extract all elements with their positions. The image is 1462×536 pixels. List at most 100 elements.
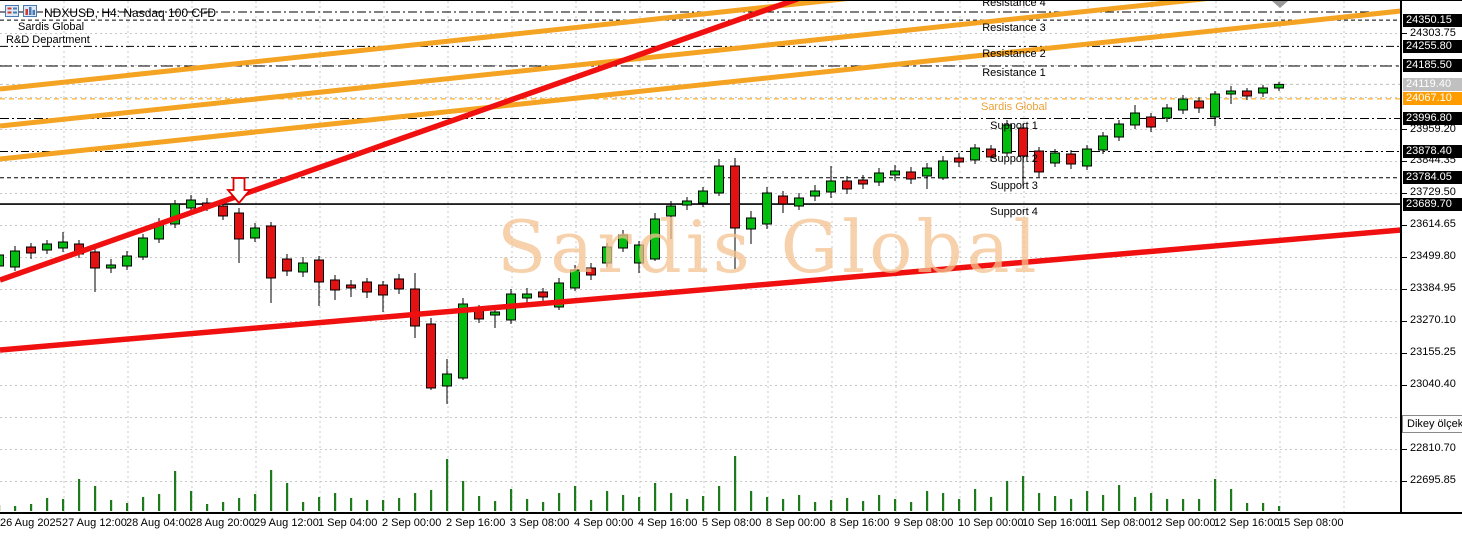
candle-bull[interactable] bbox=[1259, 88, 1268, 93]
volume-bar bbox=[302, 502, 304, 511]
candle-bull[interactable] bbox=[971, 148, 980, 160]
candle-bull[interactable] bbox=[891, 171, 900, 175]
volume-bar bbox=[62, 499, 64, 511]
candle-bear[interactable] bbox=[1243, 91, 1252, 96]
candle-bull[interactable] bbox=[1131, 113, 1140, 125]
candle-bear[interactable] bbox=[907, 172, 916, 179]
candle-bull[interactable] bbox=[811, 191, 820, 196]
candle-bull[interactable] bbox=[1211, 94, 1220, 117]
price-tick bbox=[1402, 225, 1407, 226]
time-axis-label: 4 Sep 00:00 bbox=[574, 517, 633, 529]
price-grid-label: 22810.70 bbox=[1410, 442, 1456, 455]
candle-bull[interactable] bbox=[939, 161, 948, 178]
volume-bar bbox=[862, 501, 864, 511]
time-axis-label: 28 Aug 20:00 bbox=[190, 517, 255, 529]
price-tick bbox=[1402, 289, 1407, 290]
volume-bar bbox=[1150, 493, 1152, 511]
candle-bull[interactable] bbox=[11, 251, 20, 267]
candle-bear[interactable] bbox=[843, 181, 852, 189]
candle-bear[interactable] bbox=[91, 252, 100, 268]
candle-bull[interactable] bbox=[43, 244, 52, 250]
shift-marker-icon[interactable] bbox=[1272, 1, 1288, 8]
candle-bull[interactable] bbox=[107, 265, 116, 268]
volume-bar bbox=[1070, 499, 1072, 511]
candle-bear[interactable] bbox=[235, 213, 244, 239]
volume-bar bbox=[414, 493, 416, 511]
candle-bull[interactable] bbox=[1051, 153, 1060, 163]
candle-bear[interactable] bbox=[539, 292, 548, 297]
candle-bear[interactable] bbox=[395, 279, 404, 289]
price-tick bbox=[1402, 193, 1407, 194]
chart-type-icon[interactable] bbox=[23, 4, 37, 22]
candle-bear[interactable] bbox=[283, 259, 292, 271]
candle-bear[interactable] bbox=[1147, 117, 1156, 127]
candle-bull[interactable] bbox=[923, 168, 932, 176]
candle-bear[interactable] bbox=[1019, 128, 1028, 156]
candle-bull[interactable] bbox=[187, 200, 196, 208]
candle-bull[interactable] bbox=[1115, 124, 1124, 137]
volume-bar bbox=[814, 502, 816, 511]
candle-bull[interactable] bbox=[1179, 99, 1188, 110]
volume-bar bbox=[142, 497, 144, 511]
candle-bull[interactable] bbox=[827, 181, 836, 192]
candle-bear[interactable] bbox=[219, 206, 228, 216]
chart-label-resistance-1: Resistance 1 bbox=[982, 67, 1046, 79]
candle-bull[interactable] bbox=[715, 166, 724, 193]
price-level-label-resistance-3: 24350.15 bbox=[1403, 14, 1462, 27]
candle-bear[interactable] bbox=[331, 280, 340, 290]
volume-bar bbox=[206, 504, 208, 511]
volume-bar bbox=[1054, 496, 1056, 511]
candle-bull[interactable] bbox=[699, 191, 708, 203]
candle-bear[interactable] bbox=[347, 285, 356, 288]
candle-bull[interactable] bbox=[0, 255, 4, 266]
candle-bull[interactable] bbox=[1275, 84, 1284, 88]
price-grid-label: 23270.10 bbox=[1410, 314, 1456, 327]
candle-bull[interactable] bbox=[123, 256, 132, 266]
watermark: Sardis Global bbox=[497, 205, 1041, 289]
chart-plot-area[interactable]: NDXUSD, H4: Nasdaq 100 CFD Sardis Global… bbox=[0, 1, 1401, 513]
candle-bear[interactable] bbox=[1067, 154, 1076, 164]
candle-bull[interactable] bbox=[139, 238, 148, 257]
candle-bear[interactable] bbox=[315, 260, 324, 282]
volume-bar bbox=[78, 479, 80, 511]
candle-bear[interactable] bbox=[859, 180, 868, 184]
bid-price-label: 24119.40 bbox=[1403, 78, 1462, 91]
candle-bear[interactable] bbox=[411, 289, 420, 326]
candle-bear[interactable] bbox=[955, 158, 964, 162]
candle-bull[interactable] bbox=[1083, 149, 1092, 166]
chart-label-support-3: Support 3 bbox=[990, 180, 1038, 192]
price-level-label-support-4: 23689.70 bbox=[1403, 198, 1462, 211]
candle-bear[interactable] bbox=[427, 324, 436, 388]
candle-bull[interactable] bbox=[1163, 108, 1172, 118]
volume-bar bbox=[510, 489, 512, 511]
indicator-list-icon[interactable] bbox=[5, 4, 19, 22]
volume-bar bbox=[494, 501, 496, 511]
volume-bar bbox=[654, 483, 656, 511]
volume-bar bbox=[238, 498, 240, 511]
volume-bar bbox=[606, 491, 608, 511]
candle-bear[interactable] bbox=[267, 226, 276, 278]
candle-bull[interactable] bbox=[59, 242, 68, 248]
candle-bull[interactable] bbox=[523, 294, 532, 298]
candle-bear[interactable] bbox=[27, 247, 36, 253]
candle-bull[interactable] bbox=[1099, 136, 1108, 150]
volume-bar bbox=[1086, 491, 1088, 511]
price-level-label-support-2: 23878.40 bbox=[1403, 145, 1462, 158]
candle-bear[interactable] bbox=[1195, 101, 1204, 108]
volume-bar bbox=[926, 491, 928, 511]
candle-bull[interactable] bbox=[459, 304, 468, 378]
candle-bull[interactable] bbox=[1227, 91, 1236, 94]
candle-bear[interactable] bbox=[475, 311, 484, 319]
candle-bull[interactable] bbox=[491, 312, 500, 315]
volume-bar bbox=[782, 499, 784, 511]
price-tick bbox=[1402, 161, 1407, 162]
candle-bull[interactable] bbox=[443, 374, 452, 386]
candle-bear[interactable] bbox=[379, 285, 388, 295]
candle-bull[interactable] bbox=[251, 228, 260, 238]
candle-bear[interactable] bbox=[363, 282, 372, 292]
candle-bull[interactable] bbox=[299, 263, 308, 272]
candle-bull[interactable] bbox=[875, 173, 884, 182]
candle-bear[interactable] bbox=[779, 196, 788, 204]
